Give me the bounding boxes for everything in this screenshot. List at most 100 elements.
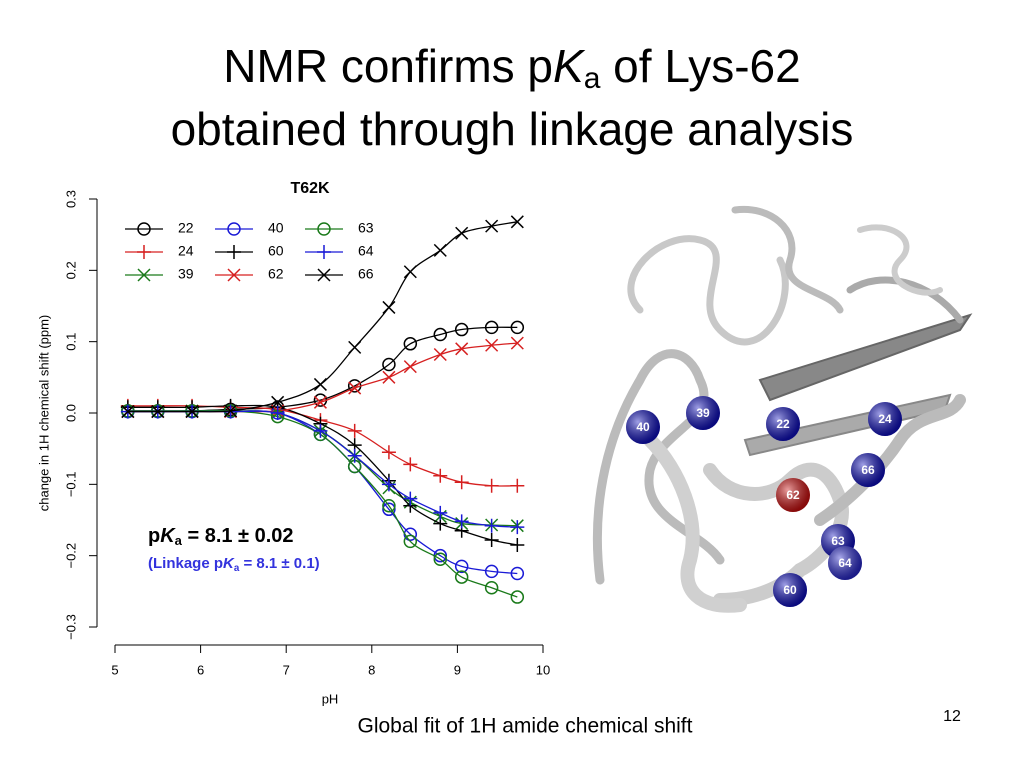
data-point <box>510 590 525 604</box>
sphere-shade <box>851 453 885 487</box>
annotation-part: a <box>234 562 240 573</box>
data-point <box>455 342 469 356</box>
legend-label: 39 <box>178 266 194 282</box>
legend-label: 66 <box>358 266 374 282</box>
y-tick-label: −0.3 <box>63 614 78 640</box>
data-point <box>510 336 524 350</box>
data-point <box>347 448 362 463</box>
title: obtained through linkage analysis <box>171 103 854 155</box>
data-point <box>382 300 396 314</box>
data-point <box>313 377 327 391</box>
sphere-shade <box>686 396 720 430</box>
data-point <box>348 381 362 395</box>
residue-label: 24 <box>878 412 892 426</box>
sphere-shade <box>828 546 862 580</box>
data-point <box>510 478 525 493</box>
fit-line <box>127 405 518 487</box>
caption: Global fit of 1H amide chemical shift <box>358 715 693 738</box>
x-tick-label: 6 <box>197 662 204 677</box>
residue-label: 60 <box>783 583 797 597</box>
data-point <box>454 570 469 584</box>
residue-label: 40 <box>636 420 650 434</box>
legend-marker <box>227 222 241 236</box>
data-point <box>433 243 447 257</box>
legend-label: 40 <box>268 220 284 236</box>
data-point <box>347 423 362 438</box>
data-point <box>403 534 418 549</box>
data-point <box>484 478 499 493</box>
residue-label: 39 <box>696 406 710 420</box>
sphere-shade <box>776 478 810 512</box>
sphere-shade <box>766 407 800 441</box>
data-point <box>382 370 396 384</box>
data-point <box>382 498 396 513</box>
annotation-part: p <box>148 525 160 547</box>
y-tick-label: 0.1 <box>63 333 78 351</box>
data-point <box>510 520 525 535</box>
x-tick-label: 9 <box>454 662 461 677</box>
data-point <box>484 532 499 547</box>
legend-marker <box>137 222 151 236</box>
x-tick-label: 5 <box>111 662 118 677</box>
sphere-shade <box>773 573 807 607</box>
data-point <box>403 457 418 472</box>
data-point <box>433 327 448 342</box>
x-tick-label: 7 <box>283 662 290 677</box>
data-point <box>510 566 525 581</box>
data-point <box>454 475 469 490</box>
residue-label: 63 <box>831 534 845 548</box>
data-point <box>433 505 448 520</box>
data-point <box>455 226 469 240</box>
legend-marker <box>317 245 331 259</box>
page-number: 12 <box>943 708 961 725</box>
legend-marker <box>137 268 151 282</box>
data-point <box>271 395 285 409</box>
annotation-part: = 8.1 ± 0.02 <box>182 525 294 547</box>
data-point <box>485 338 499 352</box>
y-axis-label: change in 1H chemical shift (ppm) <box>36 315 51 512</box>
data-point <box>382 357 396 372</box>
chart-title: T62K <box>290 180 330 197</box>
legend-marker <box>227 268 241 282</box>
sphere-shade <box>868 402 902 436</box>
annotation-part: = 8.1 ± 0.1) <box>239 555 319 572</box>
data-point <box>454 559 469 574</box>
x-tick-label: 10 <box>536 662 550 677</box>
legend-label: 22 <box>178 220 194 236</box>
residue-label: 62 <box>786 488 800 502</box>
data-point <box>510 215 524 229</box>
data-point <box>433 468 448 483</box>
data-point <box>454 322 469 337</box>
data-point <box>403 360 417 374</box>
residue-label: 66 <box>861 463 875 477</box>
data-point <box>485 219 499 233</box>
y-tick-label: 0.2 <box>63 261 78 279</box>
legend-label: 60 <box>268 243 284 259</box>
data-point <box>403 337 418 351</box>
legend-label: 64 <box>358 243 374 259</box>
data-point <box>403 491 418 506</box>
data-point <box>484 564 499 579</box>
y-tick-label: 0.3 <box>63 190 78 208</box>
annotation: (Linkage pKa = 8.1 ± 0.1) <box>148 555 320 573</box>
data-point <box>381 445 396 460</box>
fit-line <box>127 342 518 413</box>
data-point <box>454 514 469 529</box>
legend-label: 63 <box>358 220 374 236</box>
protein-structure: 40 39 22 24 66 62 63 64 60 <box>592 205 973 613</box>
annotation-part: K <box>223 555 235 572</box>
data-point <box>151 405 165 419</box>
x-axis-label: pH <box>322 691 339 706</box>
residue-label: 22 <box>776 417 790 431</box>
annotation-part: K <box>160 525 176 547</box>
legend-marker <box>137 245 151 259</box>
legend-marker <box>227 245 241 259</box>
data-point <box>270 406 285 420</box>
y-tick-label: −0.1 <box>63 471 78 497</box>
data-point <box>185 405 199 419</box>
data-point <box>382 502 396 517</box>
data-point <box>121 405 135 419</box>
residue-label: 64 <box>838 556 852 570</box>
data-point <box>510 320 525 335</box>
